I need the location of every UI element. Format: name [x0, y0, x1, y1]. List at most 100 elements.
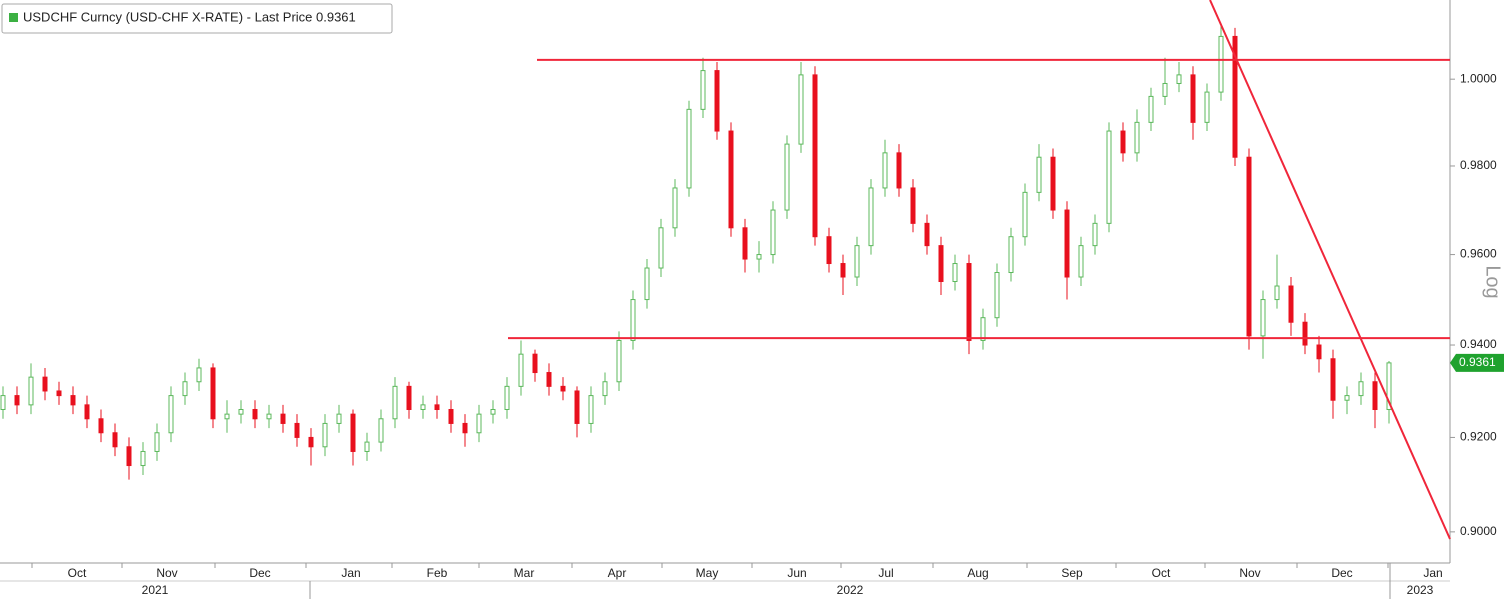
y-tick-label: 1.0000 — [1460, 71, 1497, 85]
y-tick-label: 0.9600 — [1460, 247, 1497, 261]
candle-body — [182, 381, 188, 397]
candle-body — [602, 381, 608, 397]
candle-body — [1232, 35, 1238, 158]
candle-body — [728, 130, 734, 229]
candle-body — [1008, 236, 1014, 274]
candle-body — [1050, 156, 1056, 211]
candle-body — [154, 432, 160, 452]
candle-body — [14, 395, 20, 406]
candle-body — [1358, 381, 1364, 397]
candle-body — [294, 422, 300, 438]
candle-body — [1176, 74, 1182, 84]
candle-body — [490, 408, 496, 415]
candle-body — [1218, 35, 1224, 93]
candle-body — [882, 152, 888, 189]
y-axis-label: Log — [1482, 265, 1504, 298]
candle-body — [1036, 156, 1042, 193]
candle-body — [364, 441, 370, 452]
candle-body — [56, 390, 62, 397]
candle-body — [588, 395, 594, 424]
candle-body — [238, 408, 244, 415]
candle-body — [966, 263, 972, 341]
candle-body — [546, 372, 552, 387]
candle-body — [574, 390, 580, 424]
candle-body — [1078, 245, 1084, 278]
candle-body — [252, 408, 258, 420]
x-month-label: Aug — [967, 566, 988, 580]
candle-body — [1190, 74, 1196, 123]
legend-box — [1, 3, 393, 34]
candle-body — [1162, 82, 1168, 97]
candle-body — [868, 187, 874, 247]
candle-body — [378, 418, 384, 443]
y-tick-label: 0.9000 — [1460, 524, 1497, 538]
x-month-label: Jan — [1423, 566, 1442, 580]
candle-body — [280, 413, 286, 424]
candle-body — [308, 436, 314, 448]
candle-body — [1302, 321, 1308, 346]
last-price-tag — [1450, 353, 1504, 372]
candle-body — [994, 272, 1000, 319]
candle-body — [518, 353, 524, 387]
candle-body — [1246, 156, 1252, 337]
legend-swatch — [9, 13, 18, 22]
candle-body — [406, 385, 412, 410]
candle-body — [896, 152, 902, 189]
candle-body — [504, 385, 510, 410]
candle-body — [266, 413, 272, 420]
candle-body — [224, 413, 230, 420]
x-year-label: 2021 — [142, 583, 169, 597]
x-month-label: Mar — [514, 566, 535, 580]
candle-body — [980, 317, 986, 341]
candle-body — [462, 422, 468, 434]
candle-body — [322, 422, 328, 448]
candle-body — [1148, 95, 1154, 123]
candle-body — [1106, 130, 1112, 224]
x-month-label: Dec — [249, 566, 270, 580]
candle-body — [1372, 381, 1378, 410]
candle-body — [1204, 91, 1210, 123]
candle-body — [812, 74, 818, 238]
candle-body — [476, 413, 482, 434]
candle-body — [350, 413, 356, 452]
candle-body — [112, 432, 118, 448]
x-month-label: Feb — [427, 566, 448, 580]
candle-body — [1064, 209, 1070, 278]
candle-body — [196, 367, 202, 383]
x-year-label: 2023 — [1407, 583, 1434, 597]
candle-body — [420, 404, 426, 410]
candle-body — [1330, 358, 1336, 401]
candle-body — [392, 385, 398, 420]
candle-body — [1274, 285, 1280, 301]
candle-body — [98, 418, 104, 434]
candle-body — [336, 413, 342, 424]
x-month-label: Apr — [608, 566, 627, 580]
candle-body — [70, 395, 76, 406]
candle-body — [42, 376, 48, 392]
candle-body — [1120, 130, 1126, 154]
x-month-label: Sep — [1061, 566, 1083, 580]
candle-body — [1386, 362, 1392, 410]
trend-line — [1209, 0, 1451, 540]
x-month-label: Jan — [341, 566, 360, 580]
candle-body — [1260, 299, 1266, 337]
candle-body — [1316, 344, 1322, 360]
candle-body — [700, 70, 706, 110]
candle-body — [756, 254, 762, 260]
candle-body — [826, 236, 832, 265]
candle-body — [854, 245, 860, 278]
candle-body — [1092, 222, 1098, 247]
x-year-label: 2022 — [837, 583, 864, 597]
candle-body — [560, 385, 566, 392]
candle-body — [168, 395, 174, 434]
candle-body — [742, 227, 748, 260]
y-tick-label: 0.9400 — [1460, 337, 1497, 351]
y-tick-label: 0.9800 — [1460, 158, 1497, 172]
candle-body — [910, 187, 916, 224]
x-month-label: Nov — [156, 566, 177, 580]
candle-body — [140, 450, 146, 467]
candle-body — [952, 263, 958, 283]
candle-body — [658, 227, 664, 269]
candle-body — [126, 446, 132, 467]
last-price-label: 0.9361 — [1459, 355, 1496, 369]
